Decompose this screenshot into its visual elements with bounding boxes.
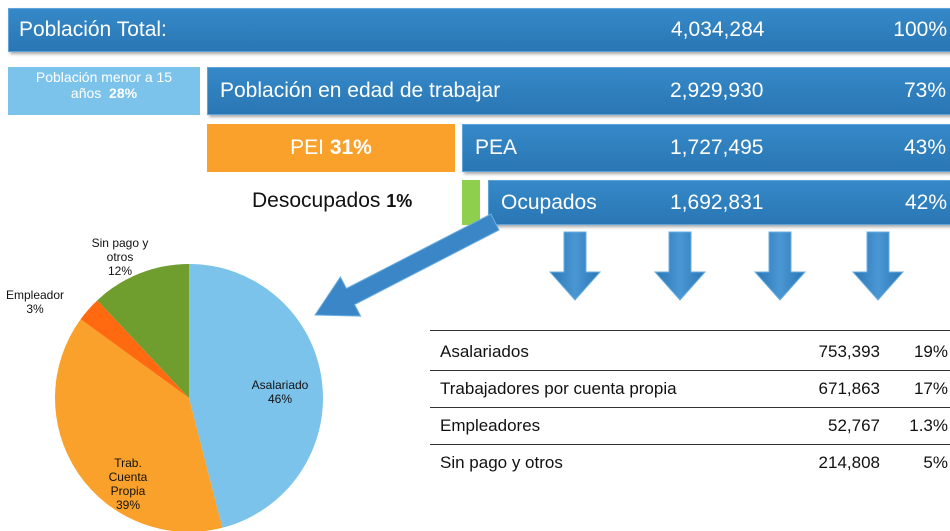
category: Trab. Cuenta Propia [108,456,148,498]
label: PEI [290,136,324,159]
percent: 28% [109,85,138,101]
value-label: 46% [267,392,293,406]
label: Ocupados [501,190,597,214]
table-line [430,370,950,371]
cell: Sin pago y otros [440,452,563,472]
desocupados: Desocupados 1% [252,189,412,213]
value: 4,034,284 [671,18,765,41]
label: Población Total: [19,18,167,41]
pie-label: Sin pago y otros 12% [85,236,155,278]
table-line [430,330,950,331]
pie-label: Asalariado 46% [245,378,315,406]
arrow [653,231,707,301]
cell: Trabajadores por cuenta propia [440,378,677,398]
cell: 671,863 [818,378,880,398]
arrow [548,231,602,301]
cell: 5% [923,452,948,472]
bar-ocupados: Ocupados 1,692,831 42% [488,180,950,225]
table-line [430,407,950,408]
label: Población en edad de trabajar [220,79,501,102]
category: Empleador [5,288,65,302]
pei-box: PEI 31% [207,124,455,172]
category: Sin pago y otros [91,236,149,264]
pie-slice [55,319,223,531]
value-label: 12% [107,264,133,278]
pie-label: Trab. Cuenta Propia 39% [100,456,156,512]
label: Población menor a 15 años [35,69,173,101]
cell: 753,393 [818,341,880,361]
cell: 19% [913,341,948,361]
value-label: 39% [115,498,141,512]
cell: 17% [913,378,948,398]
arrow [314,213,500,317]
arrow [851,231,905,301]
menor-box: Población menor a 15 años 28% [8,67,200,115]
desocupados-bar [462,180,480,225]
bar-edad: Población en edad de trabajar 2,929,930 … [207,67,950,115]
value-label: 3% [26,302,44,316]
category: Asalariado [251,378,309,392]
percent: 73% [903,79,946,102]
label: Desocupados [252,189,381,212]
pie-slice [189,264,324,528]
percent: 42% [904,190,947,214]
pie-label: Empleador 3% [0,288,70,316]
value: 2,929,930 [670,79,764,102]
cell: Empleadores [440,415,541,435]
label: PEA [475,136,518,159]
table-row: Asalariados 753,393 19% [430,333,950,370]
value: 1,727,495 [670,136,764,159]
table-row: Sin pago y otros 214,808 5% [430,444,950,481]
percent: 43% [903,136,946,159]
value: 1,692,831 [670,190,764,214]
cell: 1.3% [909,415,948,435]
bar-pea: PEA 1,727,495 43% [462,124,950,172]
percent: 100% [893,18,947,41]
cell: Asalariados [440,341,529,361]
table-line [430,444,950,445]
pie-slice [97,264,189,398]
arrow [753,231,807,301]
percent: 1% [386,191,413,211]
bar-total: Población Total: 4,034,284 100% [8,8,950,52]
down-arrows [548,231,905,301]
table-row: Trabajadores por cuenta propia 671,863 17% [430,370,950,407]
table-row: Empleadores 52,767 1.3% [430,407,950,444]
percent: 31% [329,136,372,159]
cell: 52,767 [828,415,880,435]
cell: 214,808 [818,452,880,472]
pie-slice [80,300,189,398]
